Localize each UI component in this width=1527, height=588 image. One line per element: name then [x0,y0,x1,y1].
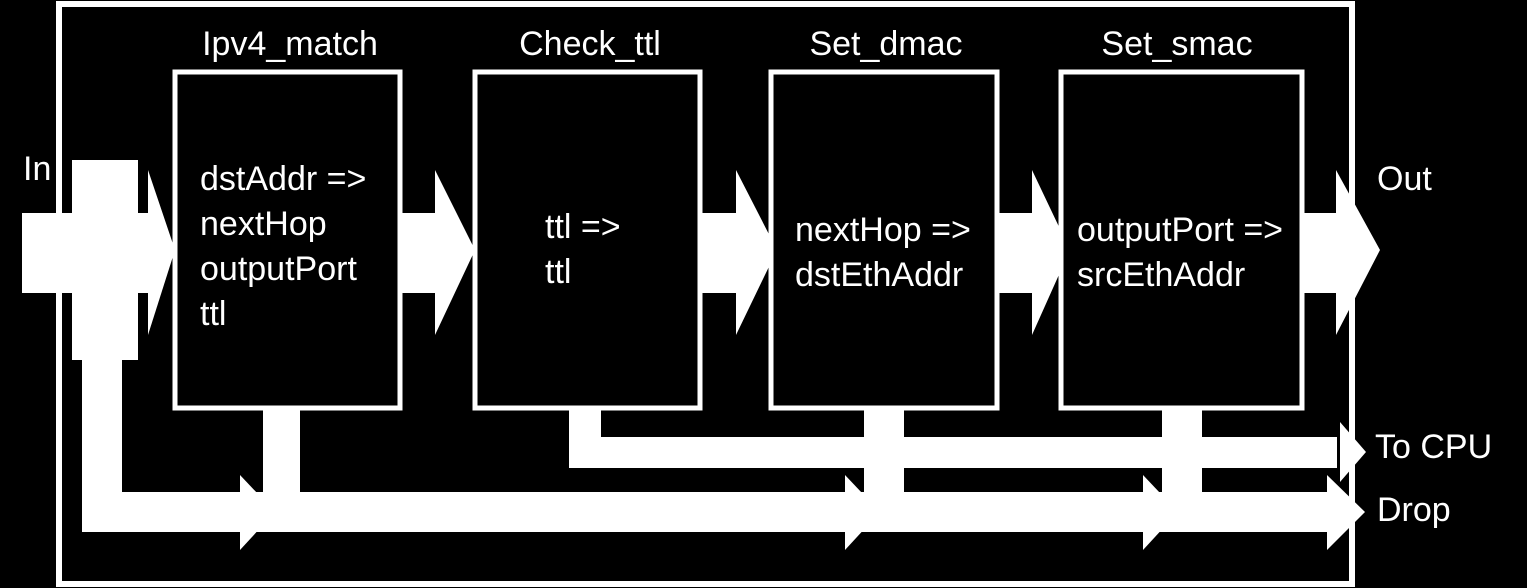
stage-title-check-ttl: Check_ttl [519,25,661,63]
cpu-bus [569,437,1337,468]
arrow-in-to-ipv4-match [148,170,175,335]
drop-chevron-3 [1143,475,1178,550]
stage-line-ipv4-match: nextHop [200,205,327,243]
stage-box-ipv4-match [172,69,403,411]
stage-title-ipv4-match: Ipv4_match [202,25,378,63]
stage-title-set-dmac: Set_dmac [809,25,962,63]
drop-feed-column [82,300,122,530]
drop-tap-ipv4-match [263,408,300,508]
drop-chevron-1 [240,475,275,550]
out-label: Out [1377,160,1432,198]
stage-line-ipv4-match: dstAddr => [200,160,366,198]
cpu-arrowhead [1340,422,1366,482]
stage-title-set-smac: Set_smac [1101,25,1252,63]
to-cpu-label: To CPU [1375,428,1492,466]
stage-box-check-ttl [472,69,703,411]
drop-chevron-2 [845,475,880,550]
arrow-set-dmac-to-set-smac [997,170,1070,335]
stage-box-set-dmac [768,69,1000,411]
stage-line-check-ttl: ttl => [545,208,621,246]
drop-arrowhead [1327,475,1365,550]
stage-line-ipv4-match: ttl [200,295,226,333]
stage-line-ipv4-match: outputPort [200,250,357,288]
stage-line-check-ttl: ttl [545,253,571,291]
drop-label: Drop [1377,491,1451,529]
arrow-set-smac-to-out [1302,170,1380,335]
stage-line-set-smac: srcEthAddr [1077,256,1245,294]
arrow-check-ttl-to-set-dmac [700,170,777,335]
stage-box-set-smac [1058,69,1305,411]
in-label: In [23,150,51,188]
stage-line-set-smac: outputPort => [1077,211,1283,249]
stage-line-set-dmac: dstEthAddr [795,256,963,294]
arrow-ipv4-match-to-check-ttl [400,170,475,335]
stage-line-set-dmac: nextHop => [795,211,971,249]
